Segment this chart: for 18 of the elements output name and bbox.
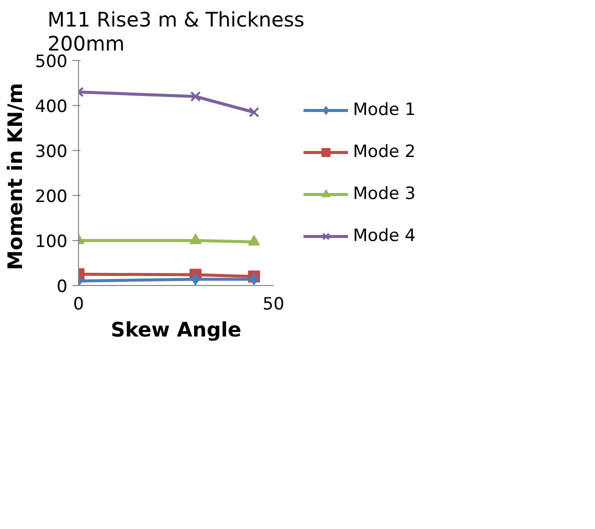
point xyxy=(190,91,201,102)
point xyxy=(248,235,260,246)
legend-label: Mode 3 xyxy=(353,184,416,204)
legend-label: Mode 4 xyxy=(353,226,416,246)
x-tick-label: 50 xyxy=(262,294,284,314)
x-axis-title: Skew Angle xyxy=(110,318,242,342)
legend-label: Mode 2 xyxy=(353,142,416,162)
y-tick-label: 300 xyxy=(35,142,68,162)
y-tick-label: 100 xyxy=(35,232,68,252)
y-tick-label: 200 xyxy=(35,187,68,207)
legend-label: Mode 1 xyxy=(353,100,416,120)
point xyxy=(250,273,258,286)
y-tick-label: 400 xyxy=(35,97,68,117)
point xyxy=(248,107,260,118)
y-tick-label: 0 xyxy=(56,277,68,297)
point xyxy=(190,234,202,244)
y-axis-title: Moment in KN/m xyxy=(3,82,28,270)
point xyxy=(191,273,200,286)
